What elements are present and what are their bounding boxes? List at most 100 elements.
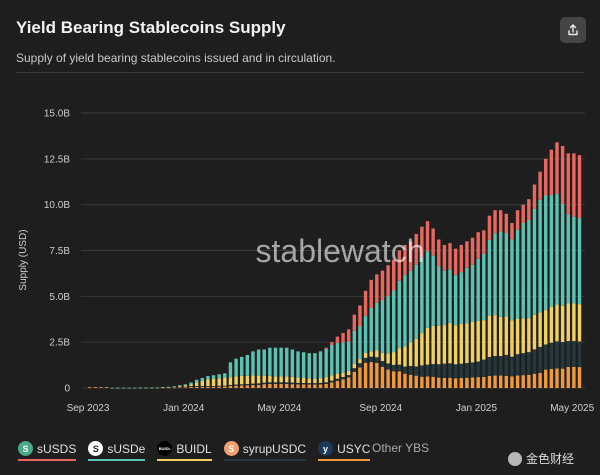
bar-segment-USYC — [437, 377, 441, 388]
bar-segment-sUSDe — [375, 302, 379, 351]
bar-segment-syrupUSDC — [330, 380, 334, 383]
bar-segment-sUSDS — [532, 184, 537, 209]
legend-label: USYC — [337, 441, 371, 456]
bar-segment-syrupUSDC — [572, 341, 576, 367]
bar-segment-sUSDe — [549, 194, 554, 307]
bar-stack — [217, 374, 221, 389]
bar-segment-BUIDL — [313, 378, 317, 384]
y-axis-label: Supply (USD) — [18, 229, 29, 290]
bar-segment-sUSDe — [285, 347, 289, 377]
bar-segment-USYC — [301, 384, 306, 388]
bar-segment-USYC — [572, 366, 576, 388]
bar-segment-BUIDL — [285, 376, 289, 383]
bar-segment-BUIDL — [228, 377, 233, 385]
bar-segment-syrupUSDC — [493, 355, 497, 376]
legend-item[interactable]: y USYC — [318, 441, 371, 461]
y-tick-label: 0 — [64, 384, 70, 395]
bar-stack — [206, 376, 210, 388]
share-button[interactable] — [560, 17, 586, 43]
bar-stack — [538, 171, 542, 388]
bar-segment-BUIDL — [341, 372, 345, 377]
bar-segment-BUIDL — [189, 384, 193, 387]
bar-segment-BUIDL — [301, 377, 306, 383]
bar-segment-sUSDe — [161, 387, 165, 388]
bar-segment-sUSDS — [346, 329, 351, 342]
bar-segment-USYC — [228, 385, 233, 388]
bar-segment-BUIDL — [262, 375, 266, 383]
bar-segment-USYC — [459, 377, 463, 388]
bar-stack — [532, 184, 537, 388]
bar-segment-BUIDL — [425, 327, 430, 365]
bar-segment-USYC — [515, 375, 520, 388]
bar-segment-sUSDe — [487, 239, 492, 316]
bar-segment-USYC — [313, 384, 317, 388]
bar-segment-sUSDS — [448, 243, 452, 270]
bar-stack — [487, 215, 492, 388]
bar-segment-sUSDe — [538, 199, 542, 313]
bar-segment-BUIDL — [324, 377, 328, 383]
bar-stack — [420, 226, 424, 388]
bar-segment-BUIDL — [510, 320, 514, 357]
bar-segment-BUIDL — [515, 318, 520, 355]
bar-segment-sUSDS — [459, 245, 463, 273]
stacked-bar-chart: 0 2.5B 5.0B 7.5B 10.0B 12.5B 15.0B Sep 2023 Jan… — [18, 109, 595, 415]
bar-segment-BUIDL — [527, 318, 531, 353]
watermark: stablewatch — [256, 233, 425, 269]
bar-segment-sUSDS — [476, 232, 480, 259]
bar-segment-BUIDL — [346, 370, 351, 376]
bar-segment-USYC — [217, 386, 221, 389]
bar-segment-USYC — [380, 366, 385, 388]
bar-segment-syrupUSDC — [285, 382, 289, 384]
bar-segment-syrupUSDC — [341, 377, 345, 380]
bar-segment-syrupUSDC — [335, 378, 340, 381]
bar-segment-syrupUSDC — [358, 363, 362, 368]
bar-segment-sUSDe — [397, 280, 402, 349]
bar-segment-sUSDe — [527, 219, 531, 319]
bar-segment-BUIDL — [178, 386, 182, 388]
bar-segment-sUSDS — [369, 279, 373, 308]
bar-segment-BUIDL — [234, 376, 238, 385]
bar-stack — [437, 239, 441, 388]
bar-stack — [144, 387, 148, 389]
bar-segment-syrupUSDC — [459, 363, 463, 378]
bar-stack — [116, 387, 120, 389]
bar-segment-syrupUSDC — [487, 356, 492, 376]
bar-segment-USYC — [487, 375, 492, 388]
bar-segment-syrupUSDC — [510, 356, 514, 377]
bar-stack — [560, 146, 565, 388]
bar-segment-sUSDS — [375, 274, 379, 303]
bar-segment-USYC — [431, 376, 435, 388]
bar-segment-USYC — [268, 383, 272, 388]
bar-segment-sUSDe — [566, 214, 570, 304]
bar-stack — [465, 241, 469, 388]
bar-segment-sUSDe — [217, 374, 221, 379]
bar-segment-sUSDS — [572, 153, 576, 217]
bar-segment-USYC — [234, 385, 238, 388]
bar-segment-sUSDe — [149, 387, 154, 389]
bar-segment-USYC — [341, 379, 345, 388]
bar-segment-sUSDS — [414, 234, 418, 265]
bar-segment-USYC — [386, 369, 390, 388]
bar-segment-BUIDL — [482, 320, 486, 360]
bar-segment-sUSDS — [555, 142, 559, 194]
bar-segment-syrupUSDC — [172, 387, 176, 388]
legend-token-icon: y — [318, 441, 334, 456]
bar-segment-BUIDL — [279, 376, 283, 383]
bar-segment-BUIDL — [392, 352, 396, 365]
bar-stack — [155, 387, 159, 389]
bar-stack — [93, 387, 98, 388]
bar-segment-syrupUSDC — [375, 357, 379, 363]
bar-segment-USYC — [527, 374, 531, 388]
bar-segment-sUSDe — [189, 382, 193, 385]
legend-item[interactable]: BUIDL BUIDL — [157, 441, 212, 461]
bar-segment-sUSDS — [482, 230, 486, 254]
bar-segment-USYC — [375, 362, 379, 388]
bar-segment-BUIDL — [544, 310, 548, 345]
bar-segment-BUIDL — [273, 376, 278, 383]
bar-stack — [375, 274, 379, 388]
y-tick-label: 7.5B — [49, 246, 70, 257]
bar-stack — [341, 333, 345, 388]
